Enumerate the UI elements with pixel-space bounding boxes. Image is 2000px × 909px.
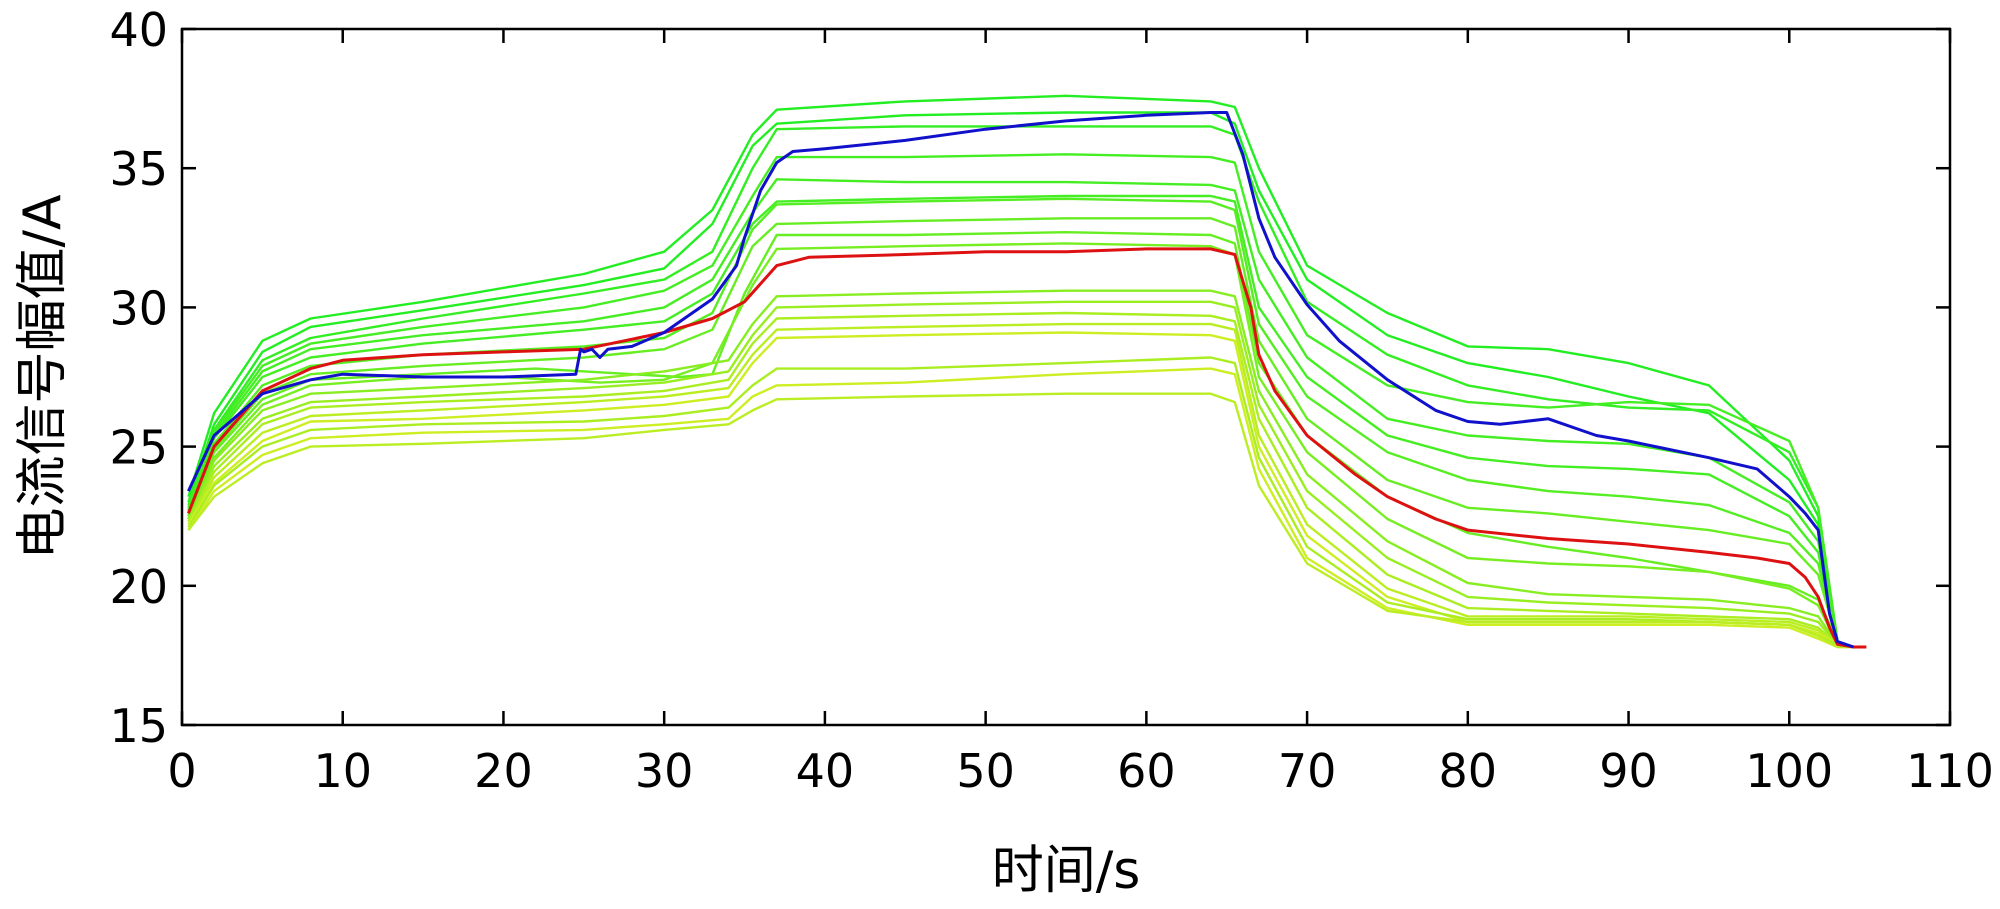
x-tick-label: 80 xyxy=(1439,744,1498,798)
series-line-4 xyxy=(187,153,1854,649)
axis-ticks xyxy=(180,27,1952,727)
series-line-3 xyxy=(187,125,1854,649)
series-line-20 xyxy=(187,111,1855,649)
series-line-10 xyxy=(187,242,1854,649)
series-line-15 xyxy=(187,331,1854,649)
y-tick-label: 40 xyxy=(109,3,168,57)
y-axis-title: 电流信号幅值/A xyxy=(13,194,73,560)
series-line-6 xyxy=(187,194,1854,649)
y-tick-label: 15 xyxy=(109,699,168,753)
series-line-13 xyxy=(187,311,1854,649)
tick-labels: 0 10 20 30 40 50 60 70 80 90 100 110 15 20 25 30 35 40 xyxy=(109,3,1993,798)
series-line-1 xyxy=(187,94,1854,649)
series-line-8 xyxy=(187,217,1854,649)
series-line-18 xyxy=(187,392,1854,649)
x-tick-label: 30 xyxy=(635,744,694,798)
x-tick-label: 40 xyxy=(796,744,855,798)
series-line-14 xyxy=(187,322,1854,649)
plot-area-frame xyxy=(180,27,1952,727)
x-tick-label: 50 xyxy=(956,744,1015,798)
y-tick-label: 30 xyxy=(109,281,168,335)
series-line-19 xyxy=(187,247,1867,649)
x-tick-label: 90 xyxy=(1599,744,1658,798)
x-axis-title: 时间/s xyxy=(992,841,1141,901)
series-line-12 xyxy=(187,300,1854,649)
y-tick-label: 20 xyxy=(109,560,168,614)
x-tick-label: 70 xyxy=(1278,744,1337,798)
series-line-2 xyxy=(187,111,1854,649)
series-layer xyxy=(187,94,1867,649)
x-tick-label: 60 xyxy=(1117,744,1176,798)
x-tick-label: 10 xyxy=(313,744,372,798)
y-tick-label: 25 xyxy=(109,421,168,475)
x-tick-label: 20 xyxy=(474,744,533,798)
series-line-17 xyxy=(187,367,1854,649)
x-tick-label: 100 xyxy=(1745,744,1833,798)
series-line-11 xyxy=(187,289,1854,649)
x-tick-label: 0 xyxy=(167,744,196,798)
series-line-9 xyxy=(187,230,1854,649)
y-tick-label: 35 xyxy=(109,142,168,196)
x-tick-label: 110 xyxy=(1906,744,1994,798)
series-line-5 xyxy=(187,178,1854,649)
